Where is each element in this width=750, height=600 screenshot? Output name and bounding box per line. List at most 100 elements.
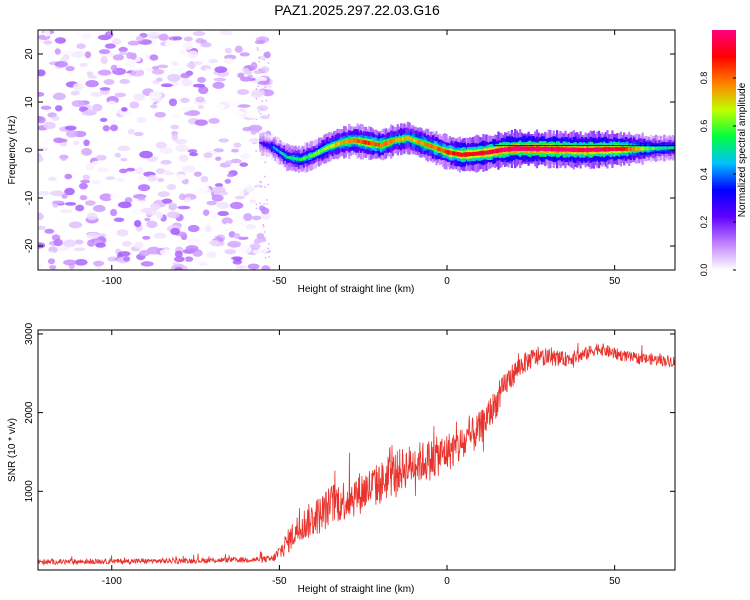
y-tick-label: 10	[24, 96, 35, 108]
spectrogram-noise-blob	[135, 200, 148, 205]
spectrogram-noise-blob	[74, 259, 88, 266]
spectrogram-noise-blob	[252, 249, 260, 254]
spectrogram-noise-dot	[259, 113, 262, 115]
colorbar-tick-label: 0.6	[699, 120, 709, 133]
spectrogram-noise-dot	[257, 131, 260, 133]
spectrogram-noise-blob	[50, 190, 64, 197]
spectrogram-ridge-cell	[589, 147, 592, 152]
spectrogram-noise-blob	[182, 43, 194, 50]
spectrogram-noise-blob	[114, 92, 127, 98]
spectrogram-noise-blob	[240, 152, 250, 160]
spectrogram-ridge-cell	[395, 138, 398, 143]
spectrogram-ridge-cell	[619, 146, 622, 152]
spectrogram-noise-dot	[264, 231, 266, 233]
spectrogram-ridge-cell	[271, 145, 274, 149]
spectrogram-noise-blob	[238, 188, 245, 197]
spectrogram-ridge-cell	[286, 155, 289, 159]
spectrogram-ridge-cell	[411, 138, 415, 142]
spectrogram-ridge-cell	[443, 149, 446, 154]
spectrogram-noise-blob	[84, 200, 96, 206]
snr-y-label: SNR (10 * v/v)	[7, 418, 18, 482]
spectrogram-noise-blob	[87, 62, 95, 70]
y-tick-label: -10	[24, 190, 35, 205]
spectrogram-ridge-cell	[596, 147, 599, 152]
spectrogram-noise-dot	[264, 186, 266, 188]
spectrogram-ridge-cell	[400, 137, 403, 141]
spectrogram-ridge-cell	[297, 157, 301, 161]
spectrogram-ridge-cell	[519, 146, 522, 151]
spectrogram-ridge-cell	[435, 146, 438, 151]
spectrogram-ridge-cell	[391, 139, 394, 143]
spectrogram-noise-dot	[268, 243, 270, 245]
spectrogram-ridge-cell	[338, 141, 341, 146]
spectrogram-ridge-cell	[487, 150, 490, 155]
y-tick-label: 3000	[24, 322, 35, 345]
spectrogram-ridge-cell	[374, 142, 378, 147]
spectrogram-noise-blob	[181, 78, 193, 87]
spectrogram-ridge-cell	[406, 135, 410, 141]
x-tick-label: 50	[609, 276, 621, 287]
spectrogram-noise-blob	[175, 144, 189, 153]
spectrogram-ridge-cell	[468, 152, 472, 157]
spectrogram-noise-blob	[234, 45, 243, 53]
spectrogram-noise-blob	[156, 211, 163, 220]
spectrogram-ridge-cell	[656, 146, 659, 150]
spectrogram-noise-blob	[147, 174, 158, 182]
x-tick-label: 0	[444, 276, 450, 287]
spectrogram-noise-blob	[226, 173, 235, 178]
spectrogram-noise-blob	[157, 191, 170, 198]
spectrogram-noise-blob	[79, 194, 88, 201]
spectrogram-noise-dot	[268, 268, 270, 270]
spectrogram-noise-blob	[153, 232, 167, 239]
spectrogram-noise-blob	[137, 184, 151, 192]
spectrogram-noise-blob	[159, 249, 172, 256]
spectrogram-noise-blob	[121, 107, 128, 112]
spectrogram-noise-blob	[146, 31, 161, 37]
spectrogram-ridge-cell	[606, 147, 609, 152]
snr-x-label: Height of straight line (km)	[298, 584, 415, 595]
spectrogram-noise-blob	[255, 186, 263, 193]
spectrogram-ridge-cell	[561, 147, 564, 152]
spectrogram-ridge-cell	[611, 147, 614, 151]
spectrogram-noise-blob	[202, 209, 210, 217]
colorbar-tick-label: 0.0	[699, 264, 709, 277]
spectrogram-ridge-cell	[569, 147, 572, 152]
spectrogram-ridge-cell	[276, 148, 279, 152]
spectrogram-noise-dot	[255, 118, 258, 121]
spectrogram-noise-blob	[40, 105, 52, 110]
spectrogram-ridge-cell	[430, 144, 433, 149]
spectrogram-noise-blob	[224, 249, 236, 255]
snr-frame	[37, 329, 676, 571]
spectrogram-noise-blob	[193, 187, 206, 194]
spectrogram-noise-blob	[174, 138, 188, 145]
spectrogram-ridge-cell	[658, 146, 661, 150]
spectrogram-noise-dot	[267, 113, 270, 116]
spectrogram-noise-blob	[119, 78, 130, 85]
snr-x-axis: -100 -50 0 50	[102, 330, 621, 587]
spectrogram-noise-blob	[224, 178, 232, 184]
spectrogram-ridge-cell	[485, 150, 488, 155]
spectrogram-ridge-cell	[328, 145, 331, 149]
spectrogram-ridge-cell	[260, 142, 264, 145]
spectrogram-ridge-cell	[428, 143, 431, 148]
spectrogram-noise-blob	[43, 50, 54, 58]
spectrogram-noise-dot	[264, 256, 267, 259]
spectrogram-ridge-cell	[274, 147, 277, 151]
spectrogram-ridge-cell	[317, 150, 321, 154]
spectrogram-ridge-cell	[398, 137, 401, 142]
spectrogram-ridge-cell	[504, 147, 507, 152]
spectrogram-noise-blob	[104, 222, 115, 228]
spectrogram-ridge-cell	[467, 152, 470, 157]
spectrogram-ridge-cell	[594, 147, 597, 152]
spectrogram-noise-dot	[265, 79, 268, 82]
spectrogram-noise-blob	[122, 240, 132, 247]
spectrogram-ridge-cell	[463, 152, 467, 157]
spectrogram-noise-blob	[214, 183, 224, 188]
spectrogram-ridge-cell	[539, 147, 542, 151]
spectrogram-ridge-cell	[333, 143, 336, 147]
colorbar-ticks: 0.0 0.2 0.4 0.6 0.8	[699, 72, 736, 277]
spectrogram-ridge-cell	[475, 151, 478, 156]
spectrogram-noise-blob	[41, 57, 52, 64]
